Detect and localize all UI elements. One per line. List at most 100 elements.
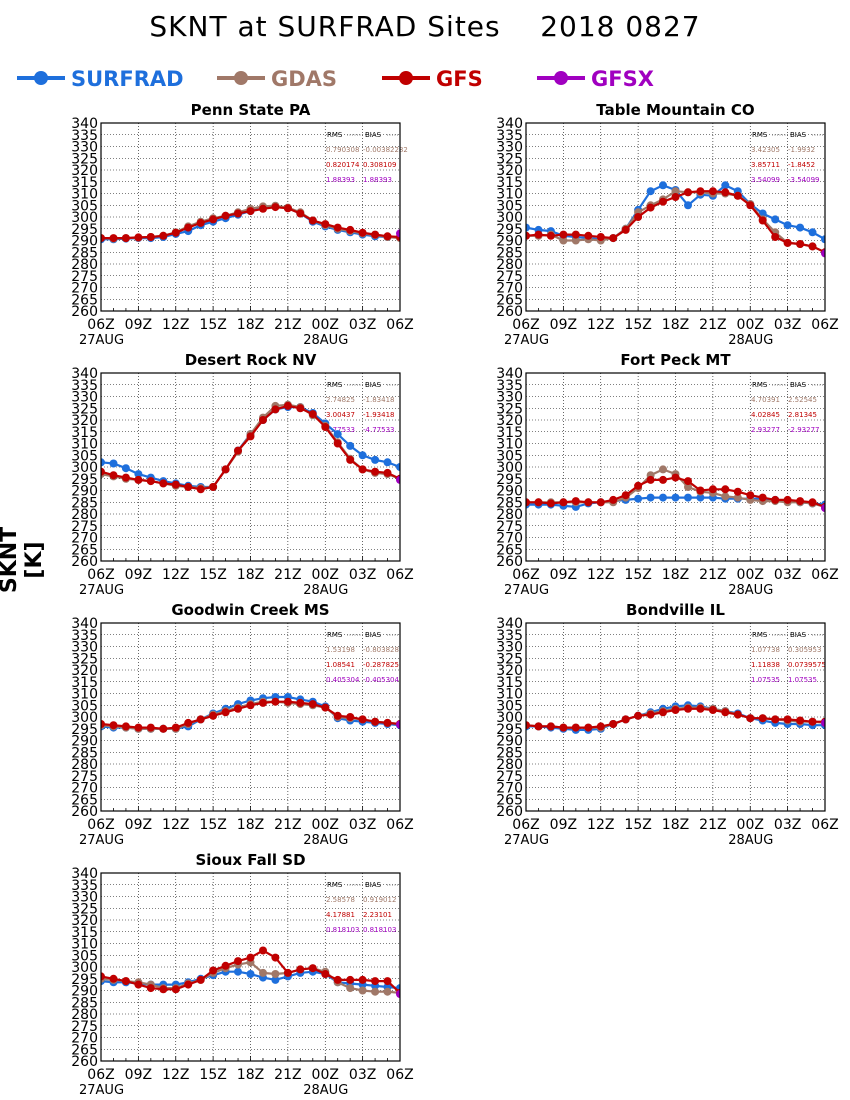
data-point-gfsx [396,720,400,729]
y-tick-label: 290 [71,734,98,750]
y-tick-label: 290 [496,234,523,250]
x-tick-label: 06Z [87,817,114,833]
y-tick-label: 260 [71,1054,98,1070]
date-label: 28AUG [303,1083,348,1098]
x-tick-label: 15Z [624,817,651,833]
data-point-gfs [159,479,168,488]
y-tick-label: 285 [71,995,98,1011]
stats-header-bias: BIAS [790,381,807,389]
data-point-surfrad [109,459,118,468]
data-point-gfs [571,230,580,239]
stats-header-rms: RMS [327,381,343,389]
data-point-gfs [121,473,130,482]
panel-title: Fort Peck MT [620,351,731,369]
stats-bias-gfs: 2.23101 [363,911,392,919]
data-point-gfs [796,716,805,725]
panel-title: Goodwin Creek MS [171,601,329,619]
x-tick-label: 21Z [274,817,301,833]
stats-bias-gfs: -1.8452 [788,161,815,169]
x-tick-label: 03Z [349,817,376,833]
stats-rms-gfs: 3.85711 [751,161,780,169]
date-label: 27AUG [79,333,124,348]
data-point-gfs [346,713,355,721]
x-tick-label: 00Z [312,567,339,583]
data-point-surfrad [659,181,667,190]
data-point-gfs [101,467,105,476]
plot-frame [525,372,826,562]
stats-rms-gfs: 1.08541 [326,661,355,669]
plot-frame [525,122,826,312]
y-tick-label: 315 [496,675,523,691]
stats-bias-gfsx: -3.54099 [788,176,819,184]
x-tick-label: 15Z [199,817,226,833]
stats-rms-gfsx: 0.405304 [326,676,360,684]
y-tick-label: 335 [496,378,523,394]
x-tick-label: 15Z [624,317,651,333]
data-point-gfs [333,711,342,720]
y-tick-label: 265 [71,292,98,308]
y-tick-label: 335 [71,128,98,144]
x-tick-label: 21Z [274,567,301,583]
y-tick-label: 280 [71,257,98,273]
data-point-gfs [234,704,242,713]
data-point-gfs [534,722,543,731]
data-point-gfs [246,953,255,962]
data-point-gfs [746,714,755,723]
data-point-gfs [746,201,755,210]
x-tick-label: 12Z [587,317,614,333]
data-point-gfs [358,465,367,474]
data-point-gfs [584,231,593,240]
x-tick-label: 18Z [662,567,689,583]
y-tick-label: 280 [71,1007,98,1023]
y-tick-label: 285 [71,495,98,511]
data-point-gfs [383,468,392,477]
legend-marker-gdas [217,71,265,85]
data-point-gfs [808,498,817,507]
data-point-surfrad [333,430,342,439]
data-point-gfs [184,980,193,989]
data-point-gfs [371,230,380,239]
data-point-gfs [146,984,155,993]
data-point-gfs [596,722,605,731]
y-tick-label: 305 [71,698,98,714]
stats-bias-gdas: -0.00382282 [363,146,408,154]
data-point-gfs [296,404,305,413]
data-point-gfs [758,714,767,723]
data-point-gfs [234,446,242,455]
stats-rms-gfsx: 2.93277 [751,426,780,434]
stats-header-bias: BIAS [365,631,382,639]
data-point-gdas [721,492,730,501]
data-point-gfs [546,722,555,731]
y-tick-label: 330 [71,890,98,906]
data-point-gfs [296,698,305,707]
stats-header-rms: RMS [752,381,768,389]
date-label: 27AUG [79,833,124,848]
x-tick-label: 18Z [237,317,264,333]
data-point-gfs [783,238,792,247]
x-tick-label: 00Z [312,1067,339,1083]
data-point-gfs [196,975,205,984]
x-tick-label: 06Z [512,317,539,333]
stats-bias-gfs: -1.93418 [363,411,394,419]
data-point-gfs [546,499,555,508]
data-point-gfs [596,498,605,507]
data-point-surfrad [696,493,705,502]
x-tick-label: 06Z [811,317,838,333]
data-point-gfs [146,723,155,732]
data-point-gfs [383,232,392,241]
x-tick-label: 00Z [312,817,339,833]
y-tick-label: 280 [496,257,523,273]
panel-desert-rock-nv: Desert Rock NV26026527027528028529029530… [71,351,413,598]
data-point-gfs [271,203,280,212]
y-tick-label: 310 [496,187,523,203]
x-tick-label: 09Z [550,567,577,583]
y-tick-label: 290 [71,484,98,500]
panel-goodwin-creek-ms: Goodwin Creek MS 260265270275280285290295… [71,601,413,848]
stats-header-rms: RMS [327,881,343,889]
data-point-gfs [371,717,380,726]
y-tick-label: 330 [71,390,98,406]
stats-bias-gfsx: -4.77533 [363,426,394,434]
data-point-gfs [659,708,667,717]
y-tick-label: 325 [496,651,523,667]
y-tick-label: 325 [71,901,98,917]
